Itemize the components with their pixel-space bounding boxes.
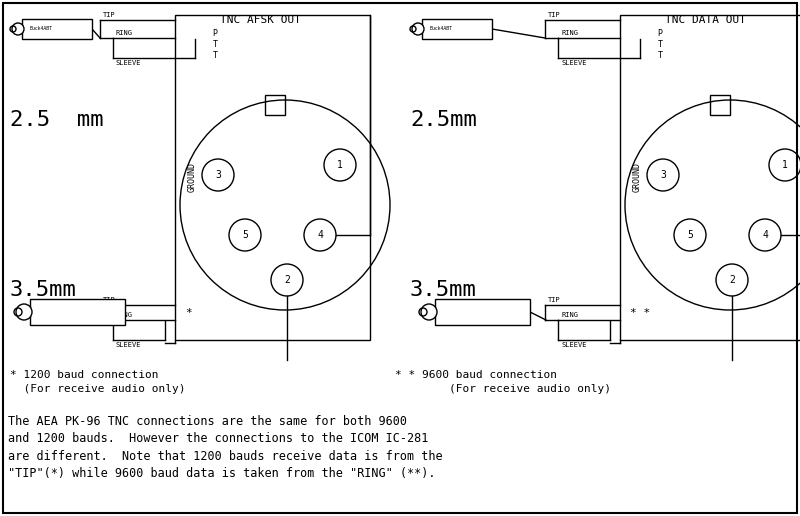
- Circle shape: [12, 23, 24, 35]
- Text: RING: RING: [561, 30, 578, 36]
- Text: TIP: TIP: [548, 12, 561, 18]
- Text: 2: 2: [284, 275, 290, 285]
- Text: TIP: TIP: [103, 297, 116, 303]
- Text: RING: RING: [116, 30, 133, 36]
- Text: 4: 4: [762, 230, 768, 240]
- Bar: [265, 95, 285, 115]
- Text: 5: 5: [687, 230, 693, 240]
- Text: SLEEVE: SLEEVE: [116, 342, 142, 348]
- Text: TIP: TIP: [103, 12, 116, 18]
- Text: 3.5mm: 3.5mm: [410, 280, 477, 300]
- Bar: [422, 19, 492, 39]
- Text: SLEEVE: SLEEVE: [116, 60, 142, 66]
- Text: 1: 1: [337, 160, 343, 170]
- Text: SLEEVE: SLEEVE: [561, 60, 586, 66]
- Bar: [710, 95, 730, 115]
- Text: 1: 1: [782, 160, 788, 170]
- Text: Buck4ABT: Buck4ABT: [430, 26, 453, 31]
- Circle shape: [412, 23, 424, 35]
- Text: TNC AFSK OUT: TNC AFSK OUT: [220, 15, 301, 25]
- Text: The AEA PK-96 TNC connections are the same for both 9600
and 1200 bauds.  Howeve: The AEA PK-96 TNC connections are the sa…: [8, 415, 442, 480]
- Circle shape: [421, 304, 437, 320]
- Text: 3: 3: [215, 170, 221, 180]
- Text: GROUND: GROUND: [187, 163, 197, 192]
- Text: 3.5mm: 3.5mm: [10, 280, 77, 300]
- Text: 4: 4: [317, 230, 323, 240]
- Bar: [620, 15, 800, 340]
- Text: P
T
T: P T T: [658, 29, 662, 60]
- Bar: [175, 15, 370, 340]
- Bar: [22, 19, 92, 39]
- Text: RING: RING: [116, 312, 133, 318]
- Text: * * 9600 baud connection
        (For receive audio only): * * 9600 baud connection (For receive au…: [395, 370, 611, 394]
- Text: TIP: TIP: [548, 297, 561, 303]
- Text: RING: RING: [561, 312, 578, 318]
- Circle shape: [16, 304, 32, 320]
- Text: *: *: [185, 308, 192, 318]
- Text: P
T
T: P T T: [213, 29, 218, 60]
- Text: 2.5mm: 2.5mm: [410, 110, 477, 130]
- Text: 2: 2: [729, 275, 735, 285]
- Text: SLEEVE: SLEEVE: [561, 342, 586, 348]
- Text: 5: 5: [242, 230, 248, 240]
- Bar: [435, 299, 530, 325]
- Text: GROUND: GROUND: [633, 163, 642, 192]
- Text: * *: * *: [630, 308, 650, 318]
- Text: 3: 3: [660, 170, 666, 180]
- Text: TNC DATA OUT: TNC DATA OUT: [665, 15, 746, 25]
- Text: * 1200 baud connection
  (For receive audio only): * 1200 baud connection (For receive audi…: [10, 370, 186, 394]
- Text: Buck4ABT: Buck4ABT: [30, 26, 53, 31]
- Bar: [30, 299, 125, 325]
- Text: 2.5  mm: 2.5 mm: [10, 110, 104, 130]
